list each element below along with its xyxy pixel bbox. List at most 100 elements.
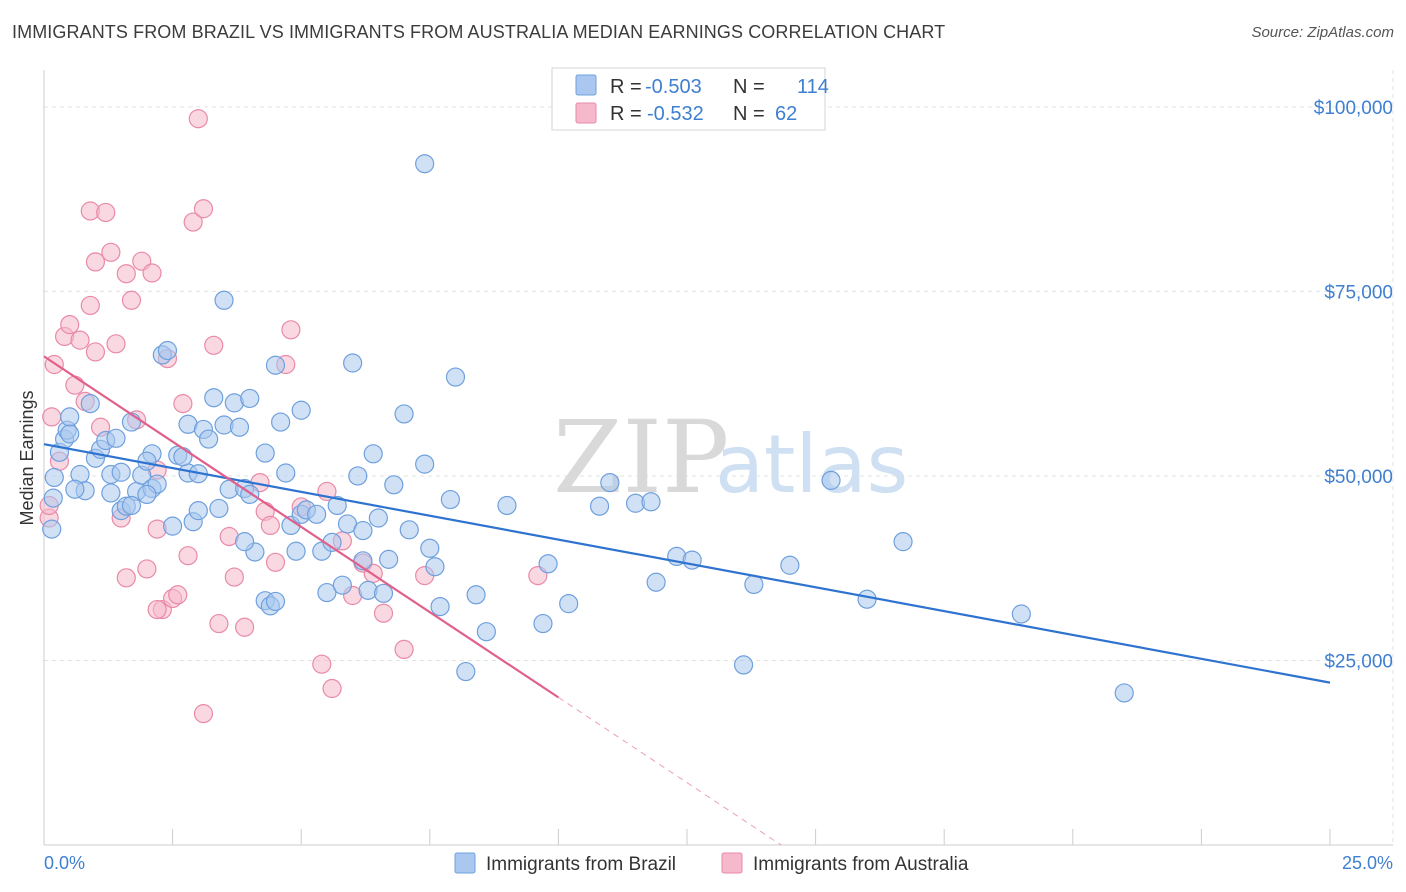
australia-point — [142, 263, 162, 283]
brazil-point — [271, 412, 291, 432]
brazil-point — [348, 466, 368, 486]
brazil-point — [163, 516, 183, 536]
brazil-point — [343, 353, 363, 373]
australia-point — [121, 290, 142, 310]
brazil-point — [307, 504, 327, 524]
brazil-point — [44, 467, 64, 488]
legend-r-label-brazil: R = — [610, 76, 642, 98]
brazil-point — [445, 367, 466, 387]
legend-r-value-brazil: -0.503 — [645, 76, 702, 98]
australia-point — [106, 334, 126, 354]
brazil-point — [265, 355, 286, 375]
brazil-point — [111, 462, 131, 482]
brazil-point — [332, 575, 352, 595]
brazil-point — [209, 498, 229, 519]
brazil-point — [353, 520, 373, 541]
legend-n-value-brazil: 114 — [797, 76, 829, 98]
australia-point — [322, 678, 342, 699]
brazil-point — [363, 444, 383, 464]
australia-trend-line — [43, 355, 560, 699]
australia-point — [173, 394, 193, 414]
y-tick-label: $50,000 — [1324, 467, 1393, 488]
legend-swatch-brazil — [575, 74, 597, 96]
brazil-point — [1011, 604, 1031, 624]
brazil-point — [286, 541, 306, 561]
australia-point — [42, 407, 62, 427]
brazil-point — [589, 496, 610, 516]
australia-point — [116, 568, 136, 588]
brazil-point — [80, 394, 100, 414]
brazil-point — [173, 447, 193, 467]
australia-point — [224, 567, 244, 587]
brazil-point — [276, 463, 296, 483]
brazil-point — [538, 554, 558, 574]
brazil-point — [440, 489, 460, 510]
australia-point — [96, 202, 116, 223]
australia-point — [168, 585, 188, 605]
brazil-point — [780, 555, 800, 575]
australia-point — [178, 546, 198, 566]
australia-trend-extension — [558, 696, 782, 846]
legend-r-value-australia: -0.532 — [647, 103, 704, 125]
brazil-point — [42, 519, 62, 539]
brazil-point — [394, 404, 414, 424]
y-tick-label: $100,000 — [1314, 98, 1393, 119]
australia-point — [265, 552, 286, 572]
y-tick-label: $75,000 — [1324, 282, 1393, 303]
legend-box — [551, 67, 826, 131]
legend-n-label-brazil: N = — [733, 76, 765, 98]
brazil-point — [43, 488, 63, 508]
australia-point — [80, 295, 100, 316]
legend-n-label-australia: N = — [733, 103, 765, 125]
x-tick-label-max: 25.0% — [1342, 853, 1393, 873]
brazil-point — [399, 520, 419, 540]
australia-point — [147, 599, 167, 620]
chart-source: Source: ZipAtlas.com — [1251, 24, 1394, 41]
brazil-point — [744, 574, 764, 595]
brazil-point — [559, 594, 579, 614]
brazil-point — [466, 585, 486, 605]
brazil-point — [368, 508, 388, 528]
brazil-point — [893, 532, 913, 552]
australia-point — [204, 335, 224, 355]
brazil-point — [106, 428, 126, 448]
australia-point — [188, 109, 208, 129]
brazil-point — [857, 589, 877, 609]
brazil-point — [430, 596, 450, 617]
brazil-point — [188, 501, 208, 521]
brazil-point — [533, 613, 553, 634]
australia-point — [60, 315, 80, 335]
bottom-legend-swatch-australia — [721, 852, 743, 874]
australia-point — [193, 199, 214, 219]
brazil-point — [1114, 683, 1134, 703]
brazil-point — [199, 429, 219, 449]
brazil-point — [60, 407, 80, 427]
brazil-point — [641, 492, 661, 512]
brazil-point — [65, 479, 85, 499]
brazil-point — [157, 340, 178, 361]
brazil-point — [240, 388, 260, 409]
brazil-point — [497, 495, 517, 516]
brazil-trend-line — [43, 443, 1331, 684]
brazil-point — [327, 495, 347, 516]
brazil-point — [646, 572, 666, 592]
australia-point — [235, 617, 255, 637]
australia-point — [65, 375, 85, 395]
bottom-legend-label-brazil: Immigrants from Brazil — [486, 854, 676, 875]
bottom-legend: Immigrants from Brazil Immigrants from A… — [454, 852, 969, 875]
brazil-point — [121, 412, 142, 432]
brazil-point — [456, 661, 476, 682]
australia-point — [116, 264, 136, 284]
watermark-atlas: atlas — [715, 418, 908, 511]
brazil-point — [229, 417, 250, 437]
brazil-point — [317, 582, 337, 603]
bottom-legend-swatch-brazil — [454, 852, 476, 874]
brazil-point — [121, 495, 142, 516]
brazil-point — [235, 532, 255, 552]
brazil-point — [204, 388, 224, 408]
brazil-point — [384, 475, 404, 495]
brazil-point — [415, 454, 435, 474]
australia-point — [137, 559, 157, 579]
australia-point — [373, 603, 394, 623]
y-axis-label: Median Earnings — [17, 390, 37, 525]
